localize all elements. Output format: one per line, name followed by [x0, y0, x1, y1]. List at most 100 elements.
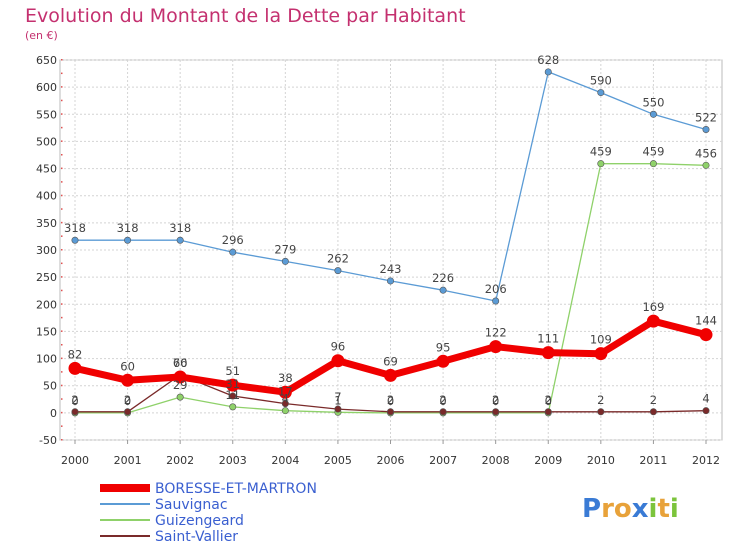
data-point-sauvignac [649, 110, 657, 118]
legend-label-guizengeard: Guizengeard [155, 513, 244, 529]
data-label-boresse-et-martron: 169 [642, 300, 664, 314]
data-label-guizengeard: 456 [695, 146, 717, 160]
y-minor-tick [61, 126, 63, 129]
y-minor-tick [61, 72, 63, 75]
data-point-saint-vallier [334, 405, 342, 413]
data-label-boresse-et-martron: 111 [537, 332, 559, 346]
data-label-guizengeard: 0 [71, 394, 78, 408]
y-minor-tick [61, 357, 63, 360]
data-label-sauvignac: 590 [590, 74, 612, 88]
data-label-saint-vallier: 2 [597, 393, 604, 407]
data-point-boresse-et-martron [121, 373, 135, 387]
y-minor-tick [61, 249, 63, 251]
logo-letter: x [632, 494, 649, 524]
data-point-guizengeard [597, 160, 605, 168]
x-tick-label: 2012 [692, 454, 720, 467]
y-minor-tick [61, 140, 63, 142]
data-label-guizengeard: 459 [642, 145, 664, 159]
data-point-saint-vallier [439, 408, 447, 416]
data-label-saint-vallier: 7 [334, 390, 341, 404]
y-minor-tick [61, 181, 63, 183]
data-point-saint-vallier [544, 408, 552, 416]
data-label-boresse-et-martron: 60 [120, 359, 135, 373]
y-minor-tick [61, 398, 63, 400]
legend: BORESSE-ET-MARTRONSauvignacGuizengeardSa… [100, 481, 317, 545]
data-point-guizengeard [281, 407, 289, 415]
data-label-saint-vallier: 4 [702, 392, 709, 406]
data-label-sauvignac: 279 [274, 242, 296, 256]
x-tick-label: 2009 [534, 454, 562, 467]
legend-label-saint-vallier: Saint-Vallier [155, 529, 238, 545]
y-tick-label: 600 [36, 81, 57, 94]
y-tick-label: 150 [36, 325, 57, 338]
y-tick-label: 200 [36, 298, 57, 311]
y-tick-label: 500 [36, 135, 57, 148]
data-point-boresse-et-martron [646, 314, 660, 328]
y-minor-tick [61, 86, 63, 88]
data-label-guizengeard: 0 [387, 394, 394, 408]
chart-title: Evolution du Montant de la Dette par Hab… [25, 5, 466, 27]
y-minor-tick [61, 425, 63, 427]
data-point-boresse-et-martron [68, 361, 82, 375]
data-label-guizengeard: 29 [173, 378, 188, 392]
data-label-boresse-et-martron: 51 [225, 364, 240, 378]
y-minor-tick [61, 344, 63, 346]
data-label-saint-vallier: 2 [545, 393, 552, 407]
data-point-boresse-et-martron [489, 340, 503, 354]
data-point-sauvignac [334, 267, 342, 275]
logo-letter: t [657, 494, 669, 524]
data-point-sauvignac [439, 286, 447, 294]
y-minor-tick [61, 262, 63, 265]
data-label-sauvignac: 296 [222, 233, 244, 247]
data-point-sauvignac [544, 68, 552, 76]
data-label-boresse-et-martron: 38 [278, 371, 293, 385]
data-label-boresse-et-martron: 69 [383, 354, 398, 368]
y-minor-tick [61, 208, 63, 210]
x-tick-label: 2002 [166, 454, 194, 467]
data-label-boresse-et-martron: 96 [331, 340, 346, 354]
data-label-guizengeard: 0 [124, 394, 131, 408]
data-point-guizengeard [702, 161, 710, 169]
data-label-guizengeard: 4 [282, 392, 289, 406]
x-tick-label: 2011 [639, 454, 667, 467]
y-minor-tick [61, 371, 63, 373]
y-minor-tick [61, 289, 63, 292]
data-label-boresse-et-martron: 66 [173, 356, 188, 370]
data-label-guizengeard: 0 [492, 394, 499, 408]
x-tick-label: 2007 [429, 454, 457, 467]
data-label-sauvignac: 206 [485, 282, 507, 296]
data-point-saint-vallier [386, 408, 394, 416]
data-label-guizengeard: 1 [334, 393, 341, 407]
data-point-guizengeard [229, 403, 237, 411]
data-label-sauvignac: 550 [642, 95, 664, 109]
legend-label-boresse-et-martron: BORESSE-ET-MARTRON [155, 481, 317, 497]
y-minor-tick [61, 167, 63, 170]
data-point-boresse-et-martron [436, 354, 450, 368]
data-label-boresse-et-martron: 109 [590, 333, 612, 347]
data-point-sauvignac [386, 277, 394, 285]
data-point-saint-vallier [229, 392, 237, 400]
y-tick-label: 650 [36, 54, 57, 67]
data-point-saint-vallier [281, 400, 289, 408]
data-label-saint-vallier: 2 [650, 393, 657, 407]
data-point-boresse-et-martron [331, 354, 345, 368]
y-minor-tick [61, 194, 63, 197]
data-label-boresse-et-martron: 82 [68, 347, 83, 361]
y-tick-label: -50 [39, 434, 57, 447]
data-label-boresse-et-martron: 95 [436, 340, 451, 354]
data-point-sauvignac [702, 125, 710, 133]
data-label-saint-vallier: 2 [439, 393, 446, 407]
y-tick-label: 100 [36, 353, 57, 366]
data-label-saint-vallier: 2 [71, 393, 78, 407]
data-point-boresse-et-martron [541, 346, 555, 360]
y-tick-label: 450 [36, 163, 57, 176]
data-label-saint-vallier: 70 [173, 356, 188, 370]
y-tick-label: 350 [36, 217, 57, 230]
y-tick-label: 300 [36, 244, 57, 257]
data-point-sauvignac [176, 236, 184, 244]
data-point-boresse-et-martron [594, 347, 608, 361]
chart-subtitle: (en €) [25, 29, 58, 42]
data-label-guizengeard: 0 [439, 394, 446, 408]
y-minor-tick [61, 316, 63, 319]
